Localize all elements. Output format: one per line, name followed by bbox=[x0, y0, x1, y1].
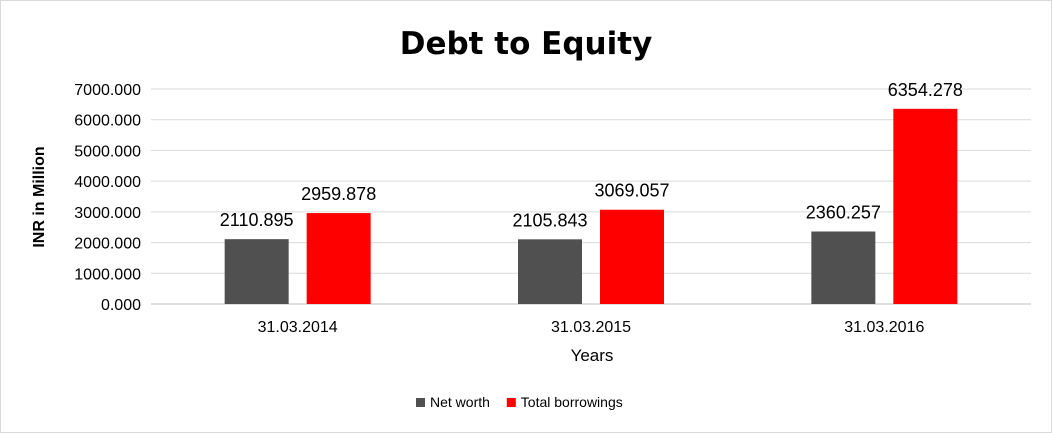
data-labels: 2110.895 2959.878 2105.843 3069.057 2360.257… bbox=[220, 80, 963, 230]
x-axis-ticks: 31.03.2014 31.03.2015 31.03.2016 bbox=[258, 319, 925, 336]
y-tick-label: 0.000 bbox=[101, 297, 141, 314]
y-tick-label: 2000.000 bbox=[74, 236, 141, 253]
y-tick-label: 6000.000 bbox=[74, 113, 141, 130]
data-label: 6354.278 bbox=[888, 80, 963, 100]
y-tick-label: 1000.000 bbox=[74, 266, 141, 283]
bar-net-worth-1 bbox=[518, 239, 582, 304]
y-axis-ticks: 0.000 1000.000 2000.000 3000.000 4000.000 500… bbox=[74, 82, 141, 314]
legend-label: Net worth bbox=[430, 394, 490, 410]
y-axis-title: INR in Million bbox=[31, 146, 48, 247]
data-label: 2959.878 bbox=[301, 184, 376, 204]
data-label: 2360.257 bbox=[806, 203, 881, 223]
bar-net-worth-0 bbox=[224, 239, 289, 304]
gridlines bbox=[151, 88, 1031, 305]
bars bbox=[224, 108, 958, 305]
legend-swatch bbox=[416, 398, 425, 407]
data-label: 2105.843 bbox=[512, 210, 587, 230]
bar-total-borrowings-2 bbox=[893, 108, 958, 305]
data-label: 2110.895 bbox=[220, 210, 294, 230]
legend-swatch bbox=[506, 398, 516, 407]
x-axis-title: Years bbox=[571, 346, 614, 365]
x-tick-label: 31.03.2014 bbox=[258, 319, 338, 336]
bar-total-borrowings-0 bbox=[306, 213, 371, 304]
y-tick-label: 4000.000 bbox=[74, 174, 141, 191]
legend: Net worth Total borrowings bbox=[416, 394, 623, 410]
bar-total-borrowings-1 bbox=[600, 209, 664, 304]
y-tick-label: 7000.000 bbox=[74, 82, 141, 99]
x-tick-label: 31.03.2015 bbox=[551, 319, 631, 336]
bar-net-worth-2 bbox=[811, 231, 876, 304]
legend-label: Total borrowings bbox=[521, 394, 623, 410]
chart-title: Debt to Equity bbox=[400, 26, 653, 62]
y-tick-label: 5000.000 bbox=[74, 143, 141, 160]
data-label: 3069.057 bbox=[594, 181, 669, 201]
x-tick-label: 31.03.2016 bbox=[844, 319, 924, 336]
y-tick-label: 3000.000 bbox=[74, 205, 141, 222]
